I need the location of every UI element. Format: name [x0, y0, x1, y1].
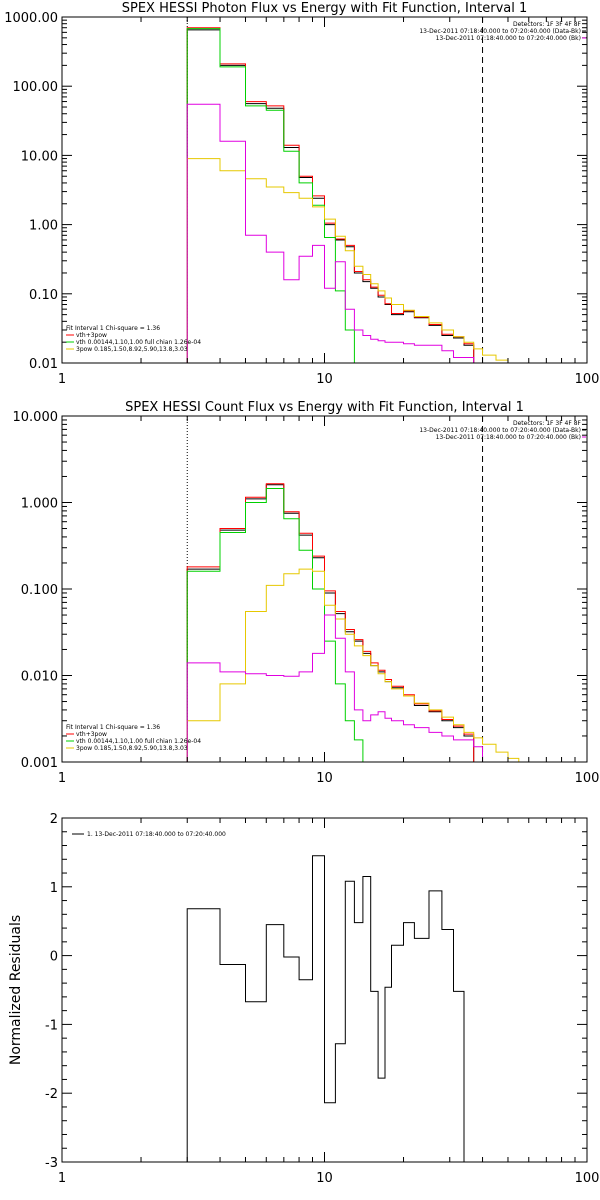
y-tick-label: 0.01	[29, 357, 58, 372]
series-group	[186, 27, 509, 363]
series-4-line	[186, 158, 509, 363]
info-text: 13-Dec-2011 07:18:40.000 to 07:20:40.000…	[436, 35, 581, 42]
x-tick-label: 100	[575, 372, 600, 387]
series-group	[186, 483, 520, 762]
fit-info-text: 3pow 0.185,1.50,8.92,5.90,13.8,3.03	[76, 346, 188, 353]
fit-info-text: 3pow 0.185,1.50,8.92,5.90,13.8,3.03	[76, 745, 188, 752]
y-tick-label: 2	[50, 812, 58, 827]
x-tick-label: 10	[316, 771, 333, 786]
y-tick-label: -3	[45, 1156, 58, 1171]
y-tick-label: 10.00	[21, 149, 58, 164]
series-5-line	[186, 103, 483, 363]
series-group	[186, 855, 465, 1162]
chart-title: SPEX HESSI Photon Flux vs Energy with Fi…	[122, 1, 528, 16]
y-tick-label: 1000.00	[4, 11, 58, 26]
fit-info-text: vth+3pow	[76, 731, 107, 738]
y-tick-label: 0.10	[29, 288, 58, 303]
x-tick-label: 100	[575, 1171, 600, 1186]
plot-frame	[61, 16, 588, 364]
series-2-line	[186, 483, 475, 762]
x-tick-label: 10	[316, 1171, 333, 1186]
series-1-line	[186, 29, 475, 363]
series-1-line	[186, 484, 475, 762]
info-text: 13-Dec-2011 07:18:40.000 to 07:20:40.000…	[419, 427, 581, 434]
y-tick-label: 0.100	[21, 583, 58, 598]
x-tick-label: 1	[58, 1171, 66, 1186]
series-4-line	[186, 568, 520, 762]
chart-title: SPEX HESSI Count Flux vs Energy with Fit…	[125, 400, 524, 415]
fit-info-text: Fit Interval 1 Chi-square = 1.36	[66, 724, 160, 731]
y-tick-label: 10.000	[13, 410, 59, 425]
legend-text: 1. 13-Dec-2011 07:18:40.000 to 07:20:40.…	[87, 831, 226, 838]
fit-info-text: vth+3pow	[76, 332, 107, 339]
series-2-line	[186, 27, 475, 363]
series-3-line	[186, 488, 364, 762]
y-tick-label: -1	[45, 1018, 58, 1033]
info-text: Detectors: 1F 3F 4F 8F	[513, 420, 582, 427]
series-3-line	[186, 28, 355, 363]
y-tick-label: 1.000	[21, 497, 58, 512]
y-tick-label: -2	[45, 1087, 58, 1102]
fit-info-text: Fit Interval 1 Chi-square = 1.36	[66, 325, 160, 332]
info-text: Detectors: 1F 3F 4F 8F	[513, 21, 582, 28]
x-tick-label: 1	[58, 771, 66, 786]
fit-info-text: vth 0.00144,1.10,1.00 full chian 1.26e-0…	[76, 339, 201, 346]
x-tick-label: 10	[316, 372, 333, 387]
y-axis-label: Normalized Residuals	[8, 915, 24, 1065]
info-text: 13-Dec-2011 07:18:40.000 to 07:20:40.000…	[436, 434, 581, 441]
x-tick-label: 100	[575, 771, 600, 786]
fit-info-text: vth 0.00144,1.10,1.00 full chian 1.26e-0…	[76, 738, 201, 745]
y-tick-label: 0.010	[21, 670, 58, 685]
x-tick-label: 1	[58, 372, 66, 387]
info-text: 13-Dec-2011 07:18:40.000 to 07:20:40.000…	[419, 28, 581, 35]
y-tick-label: 0	[50, 950, 58, 965]
y-tick-label: 1	[50, 881, 58, 896]
y-tick-label: 100.00	[13, 80, 59, 95]
y-tick-label: 1.00	[29, 219, 58, 234]
y-tick-label: 0.001	[21, 756, 58, 771]
series-5-line	[186, 614, 483, 762]
series-1-line	[186, 855, 465, 1162]
